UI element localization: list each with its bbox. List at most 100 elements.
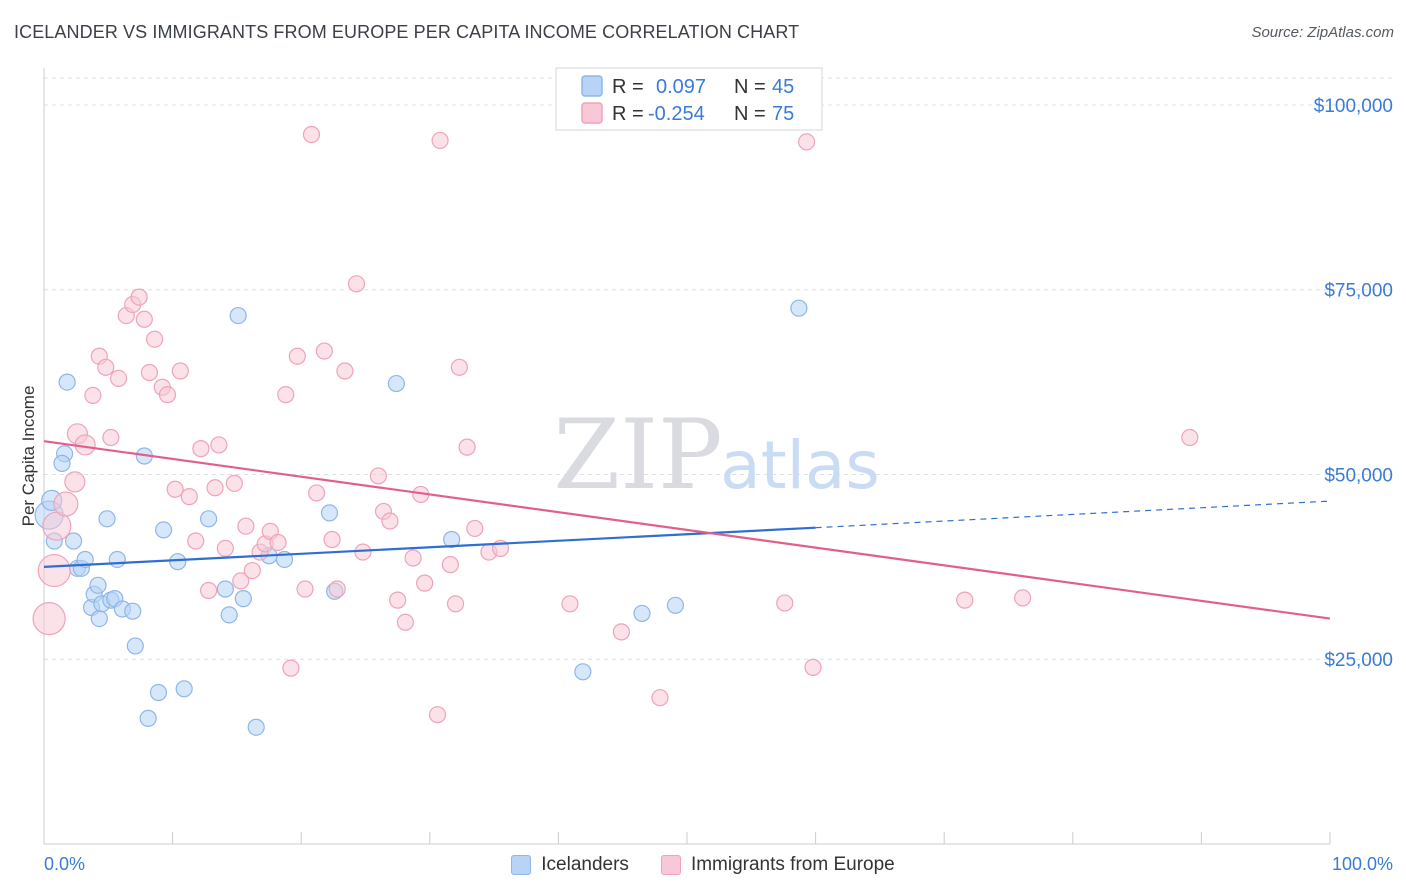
point-immigrants-16 [140,363,159,382]
point-icelanders-24 [149,683,168,702]
point-immigrants-53 [396,613,414,631]
point-immigrants-43 [315,342,333,360]
point-icelanders-20 [124,602,142,620]
point-immigrants-32 [243,561,261,580]
point-immigrants-54 [404,549,422,567]
point-immigrants-29 [225,474,243,492]
legend-label-immigrants: Immigrants from Europe [690,854,895,875]
point-immigrants-15 [135,310,153,328]
point-immigrants-56 [416,574,434,592]
y-tick-label-1: $50,000 [1324,465,1393,486]
x-tick-label-left: 0.0% [44,854,85,874]
point-immigrants-9 [97,358,115,376]
point-icelanders-31 [229,306,247,325]
legend-n-value-1: 45 [772,76,794,98]
point-immigrants-71 [1014,589,1032,607]
point-immigrants-61 [458,438,476,456]
point-icelanders-6 [64,532,83,550]
legend-swatch-blue [581,75,603,97]
point-immigrants-27 [210,436,228,454]
point-immigrants-40 [296,580,314,598]
point-immigrants-62 [466,519,484,538]
point-icelanders-12 [89,576,107,594]
legend-n-label-1: N = [734,76,766,98]
point-immigrants-26 [206,479,224,497]
point-immigrants-48 [354,543,372,561]
point-immigrants-28 [216,539,234,557]
legend-swatch-icelanders [511,855,532,875]
point-icelanders-5 [53,454,71,472]
chart-title: ICELANDER VS IMMIGRANTS FROM EUROPE PER … [14,22,800,42]
axes [43,68,1331,845]
point-immigrants-69 [804,658,822,676]
point-icelanders-25 [154,521,173,539]
point-icelanders-42 [666,596,685,614]
point-immigrants-44 [323,530,341,549]
point-immigrants-7 [84,386,102,404]
point-icelanders-41 [633,604,651,623]
trend-line-icelanders [43,526,816,568]
y-axis-label: Per Capita Income [19,386,38,527]
stats-legend: R = 0.097 N = 45 R = -0.254 N = 75 [555,67,823,131]
point-icelanders-32 [234,590,252,608]
point-immigrants-39 [288,347,306,365]
point-immigrants-60 [450,358,468,376]
bottom-legend: Icelanders Immigrants from Europe [0,852,1406,878]
point-immigrants-31 [237,517,255,535]
point-icelanders-28 [200,510,218,528]
watermark: ZIP atlas [553,399,879,511]
point-icelanders-36 [320,504,339,522]
legend-swatch-pink [581,102,603,124]
chart-source: Source: ZipAtlas.com [1251,24,1394,41]
point-icelanders-27 [175,680,193,698]
point-icelanders-33 [247,718,265,736]
point-immigrants-73 [431,131,449,150]
point-immigrants-10 [102,428,120,447]
point-immigrants-22 [180,488,198,506]
point-immigrants-59 [446,595,465,613]
point-immigrants-70 [956,591,974,609]
point-immigrants-49 [369,467,387,485]
watermark-atlas: atlas [720,427,880,504]
point-immigrants-41 [302,125,321,144]
point-immigrants-36 [269,533,287,552]
point-immigrants-4 [64,471,86,493]
legend-n-value-2: 75 [772,103,794,125]
point-immigrants-51 [381,512,399,530]
point-immigrants-30 [232,572,250,590]
legend-item-immigrants: Immigrants from Europe [660,854,895,876]
point-immigrants-42 [308,484,326,502]
point-immigrants-19 [158,386,177,404]
point-immigrants-21 [171,362,189,380]
legend-r-value-1: 0.097 [656,76,706,98]
point-immigrants-45 [328,580,346,598]
y-tick-label-2: $75,000 [1324,281,1393,302]
point-immigrants-57 [428,706,447,724]
point-immigrants-47 [347,275,366,293]
point-icelanders-38 [387,374,405,393]
point-immigrants-52 [389,591,407,609]
x-tick-label-right: 100.0% [1332,854,1393,874]
point-immigrants-0 [32,601,66,636]
legend-swatch-immigrants [660,855,681,875]
point-immigrants-23 [187,532,205,550]
point-immigrants-37 [277,386,295,404]
point-icelanders-29 [216,580,234,598]
point-icelanders-39 [443,530,461,549]
point-immigrants-3 [53,491,79,517]
point-immigrants-65 [561,595,579,613]
point-immigrants-74 [797,133,816,151]
point-icelanders-13 [90,609,108,628]
data-points [32,125,1199,736]
legend-item-icelanders: Icelanders [511,854,629,876]
point-immigrants-14 [130,288,148,306]
point-immigrants-25 [200,581,218,600]
point-icelanders-30 [220,606,238,624]
point-icelanders-21 [126,637,144,655]
y-tick-label-0: $25,000 [1324,650,1393,671]
point-icelanders-43 [790,299,808,317]
point-immigrants-66 [612,623,631,641]
y-tick-label-3: $100,000 [1314,96,1393,117]
point-immigrants-46 [336,362,354,380]
